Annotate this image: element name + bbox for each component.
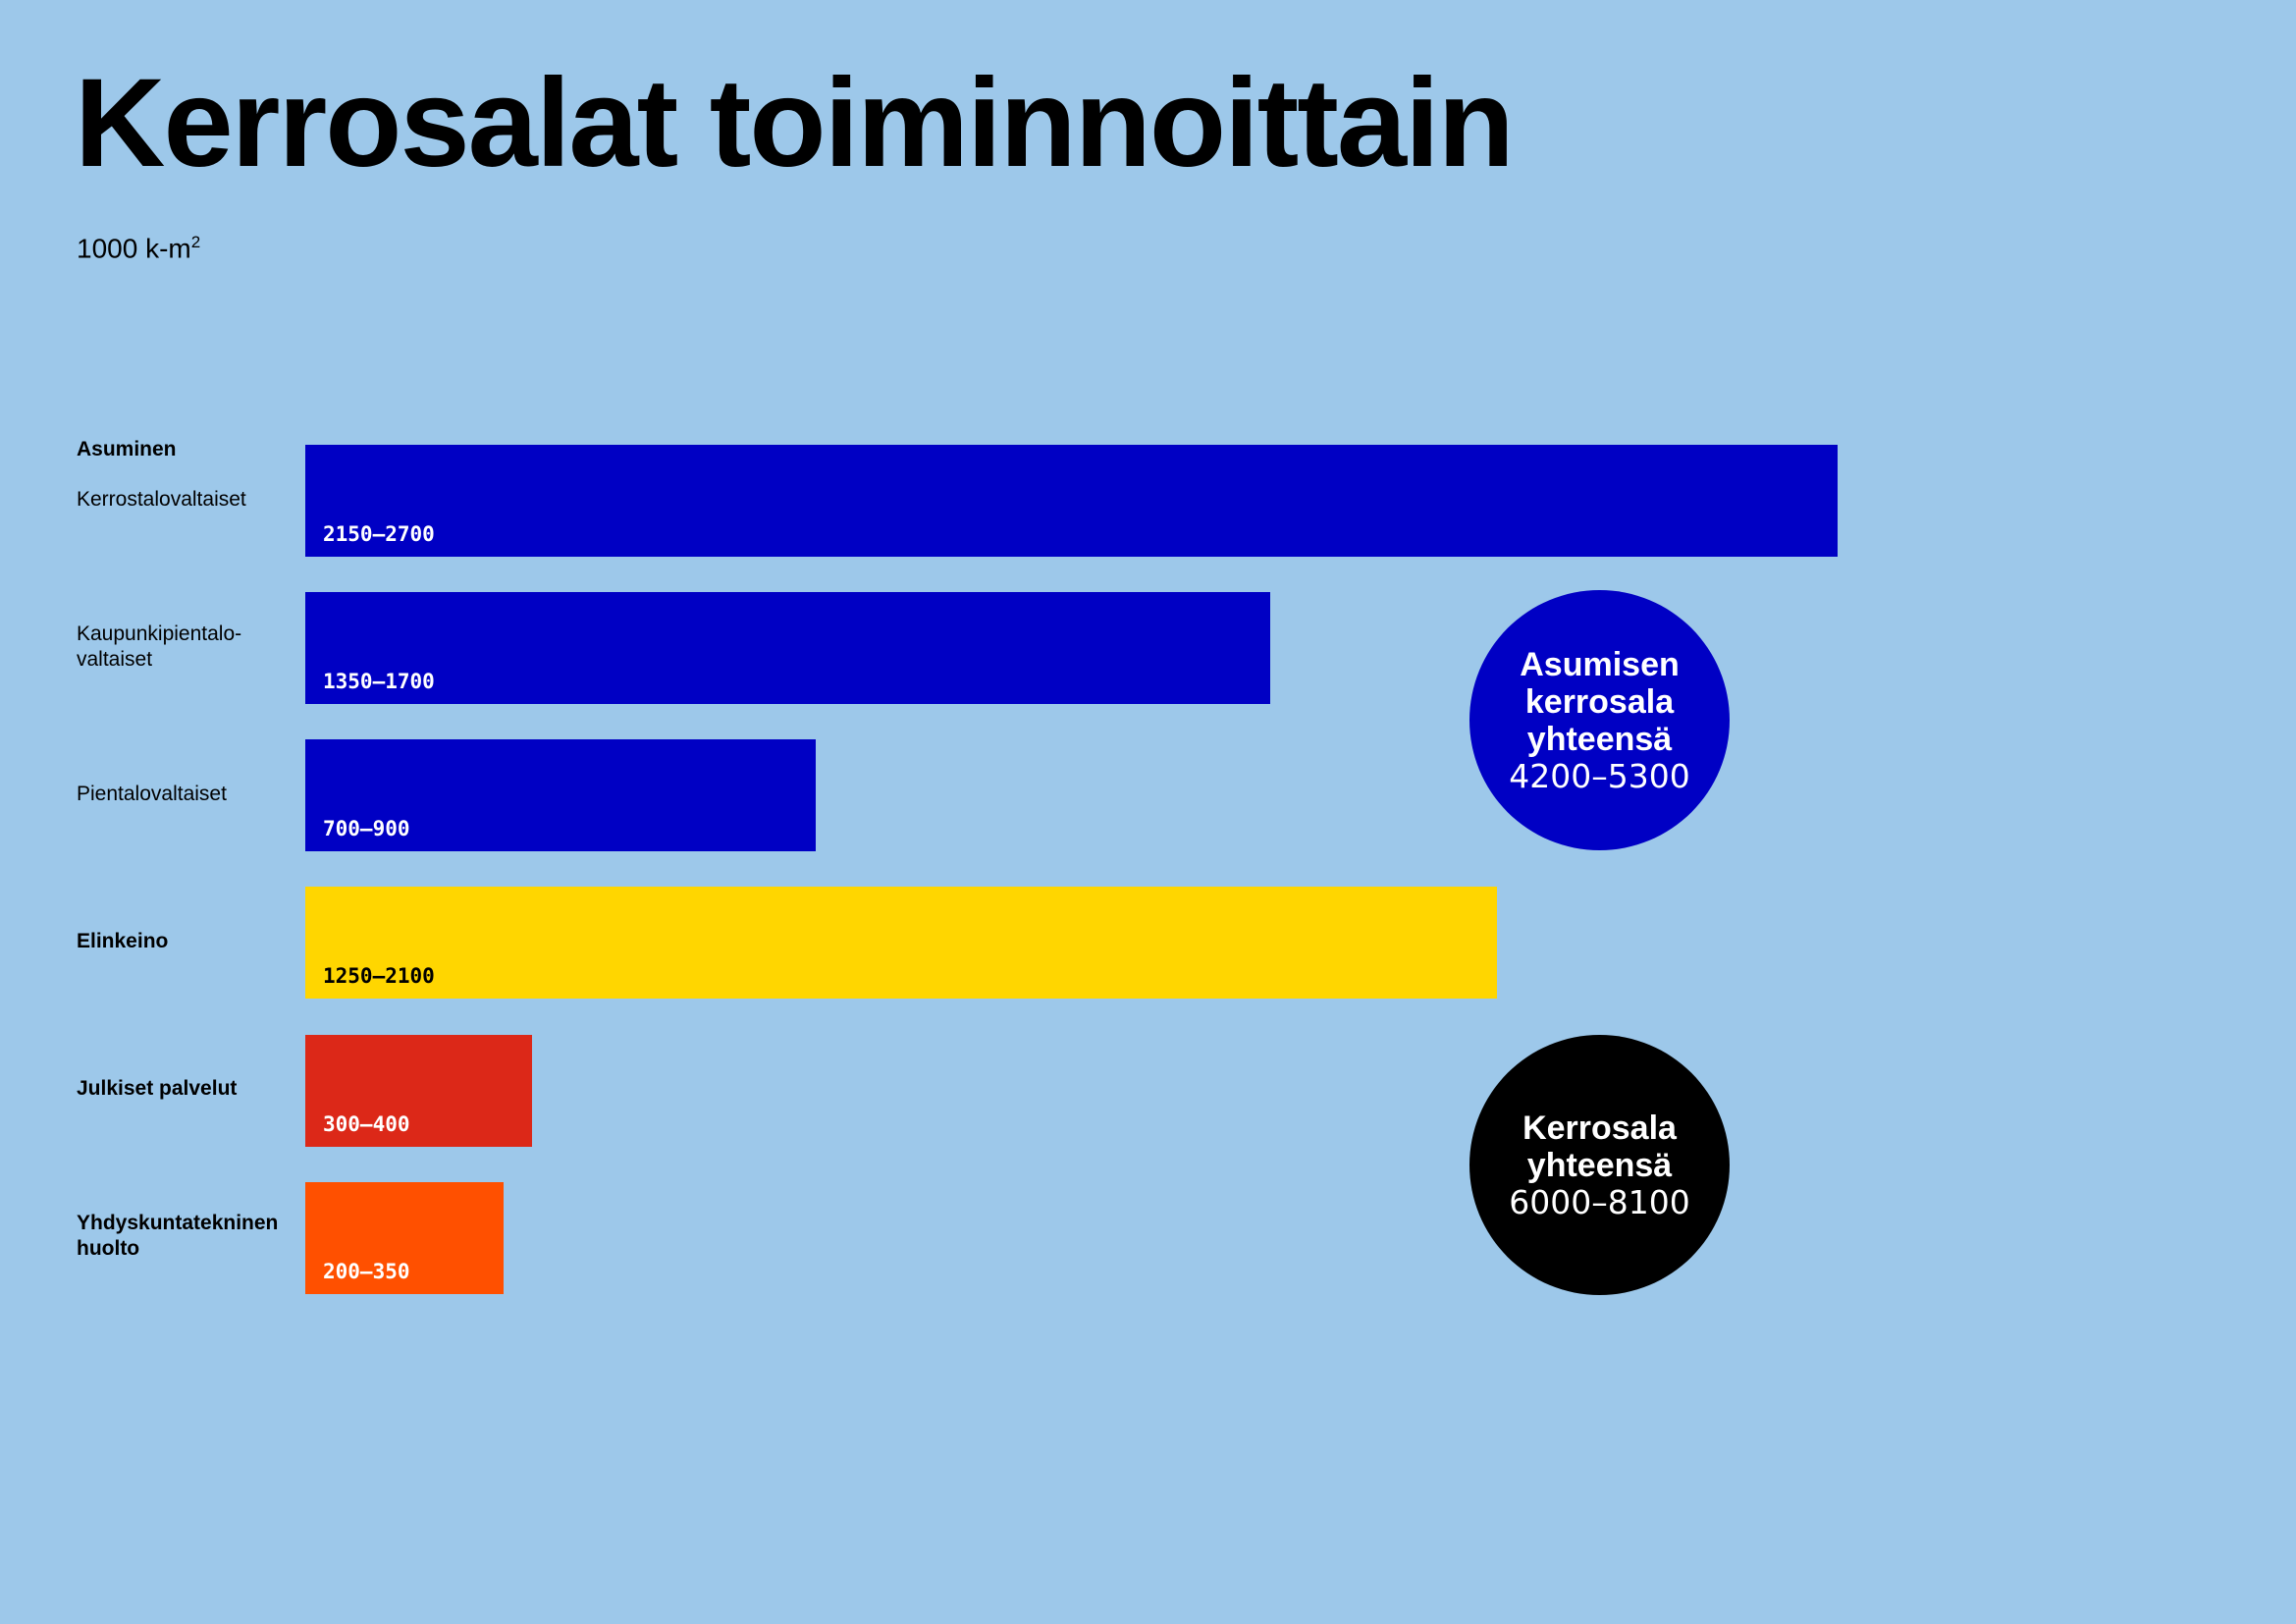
bar: 700–900 [305,739,816,851]
unit-label: 1000 k-m2 [77,234,200,262]
category-label: Pientalovaltaiset [77,783,227,805]
bar: 1350–1700 [305,592,1270,704]
category-label: Yhdyskuntatekninen huolto [77,1212,279,1260]
unit-superscript: 2 [190,233,201,251]
chart-title: Kerrosalat toiminnoittain [75,53,1515,193]
grand-total-callout: Kerrosala yhteensä 6000–8100 [1469,1035,1730,1295]
bar-value-label: 1250–2100 [323,964,435,988]
grand-total-title: Kerrosala yhteensä [1522,1109,1677,1184]
housing-total-callout: Asumisen kerrosala yhteensä 4200–5300 [1469,590,1730,850]
bar: 300–400 [305,1035,532,1147]
unit-base: 1000 k-m [77,233,191,264]
housing-total-title: Asumisen kerrosala yhteensä [1520,645,1680,758]
category-label: Kaupunkipientalo-valtaiset [77,623,242,671]
group-label-housing: Asuminen [77,438,177,460]
bar-value-label: 700–900 [323,817,410,840]
housing-total-value: 4200–5300 [1509,756,1690,795]
bar-value-label: 1350–1700 [323,670,435,693]
category-label: Kerrostalovaltaiset [77,488,246,511]
category-label: Julkiset palvelut [77,1077,238,1100]
bar: 1250–2100 [305,887,1497,999]
bar-value-label: 2150–2700 [323,522,435,546]
category-label: Elinkeino [77,930,169,952]
bar-value-label: 300–400 [323,1112,410,1136]
bar: 200–350 [305,1182,504,1294]
bar: 2150–2700 [305,445,1838,557]
grand-total-value: 6000–8100 [1509,1182,1690,1221]
bar-value-label: 200–350 [323,1260,410,1283]
